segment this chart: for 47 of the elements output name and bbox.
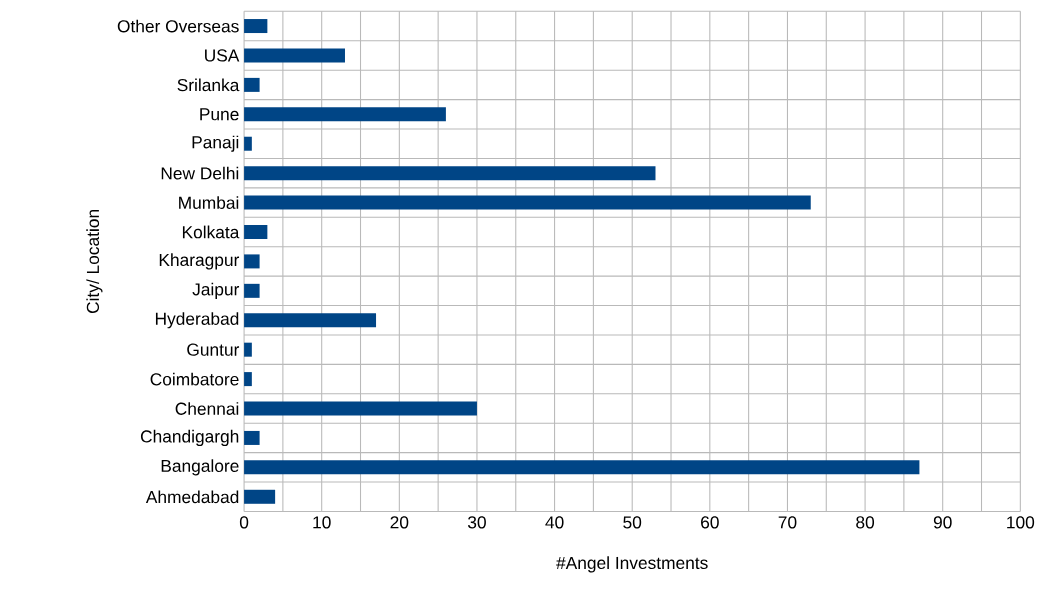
- y-axis-title: City/ Location: [86, 209, 103, 313]
- x-tick-label: 100: [1007, 516, 1035, 529]
- y-tick-label: Chandigargh: [140, 429, 239, 446]
- x-tick-label: 10: [313, 516, 331, 529]
- bar: [244, 342, 252, 357]
- bar: [244, 107, 446, 122]
- y-tick-label: Hyderabad: [155, 312, 239, 329]
- y-tick-label: Guntur: [187, 343, 240, 356]
- y-tick-label: Other Overseas: [117, 19, 239, 33]
- bar: [244, 401, 477, 416]
- y-tick-label: Chennai: [175, 402, 239, 415]
- x-tick-label: 80: [856, 516, 875, 529]
- bar: [244, 313, 377, 328]
- bar: [244, 430, 260, 445]
- x-tick-label: 40: [545, 516, 564, 529]
- x-tick-label: 0: [239, 516, 249, 529]
- x-tick-label: 70: [778, 516, 797, 529]
- x-tick-label: 60: [701, 516, 719, 529]
- y-tick-label: Jaipur: [192, 282, 240, 299]
- x-tick-label: 90: [933, 516, 952, 529]
- bar: [244, 254, 260, 269]
- bar: [244, 224, 268, 239]
- y-tick-label: USA: [205, 49, 240, 62]
- y-tick-label: New Delhi: [161, 166, 239, 180]
- y-tick-label: Bangalore: [161, 459, 239, 476]
- y-tick-label: Kolkata: [182, 225, 240, 239]
- x-tick-label: 30: [467, 516, 486, 529]
- bar: [244, 372, 252, 387]
- bar: [244, 283, 260, 298]
- bar: [244, 18, 268, 33]
- y-tick-label: Mumbai: [179, 196, 239, 209]
- bar: [244, 48, 345, 63]
- y-tick-label: Ahmedabad: [145, 490, 239, 504]
- y-tick-label: Coimbatore: [150, 372, 239, 386]
- bar: [244, 166, 656, 181]
- x-axis-title: #Angel Investments: [556, 556, 708, 573]
- bar: [244, 460, 920, 475]
- x-tick-label: 50: [623, 516, 642, 529]
- x-tick-label: 20: [390, 516, 409, 529]
- y-tick-label: Kharagpur: [159, 253, 240, 270]
- y-tick-label: Panaji: [192, 135, 239, 152]
- bar: [244, 489, 276, 504]
- bar: [244, 136, 252, 151]
- y-tick-label: Pune: [200, 108, 239, 121]
- bar: [244, 77, 260, 92]
- bar: [244, 195, 811, 210]
- y-tick-label: Srilanka: [177, 78, 240, 92]
